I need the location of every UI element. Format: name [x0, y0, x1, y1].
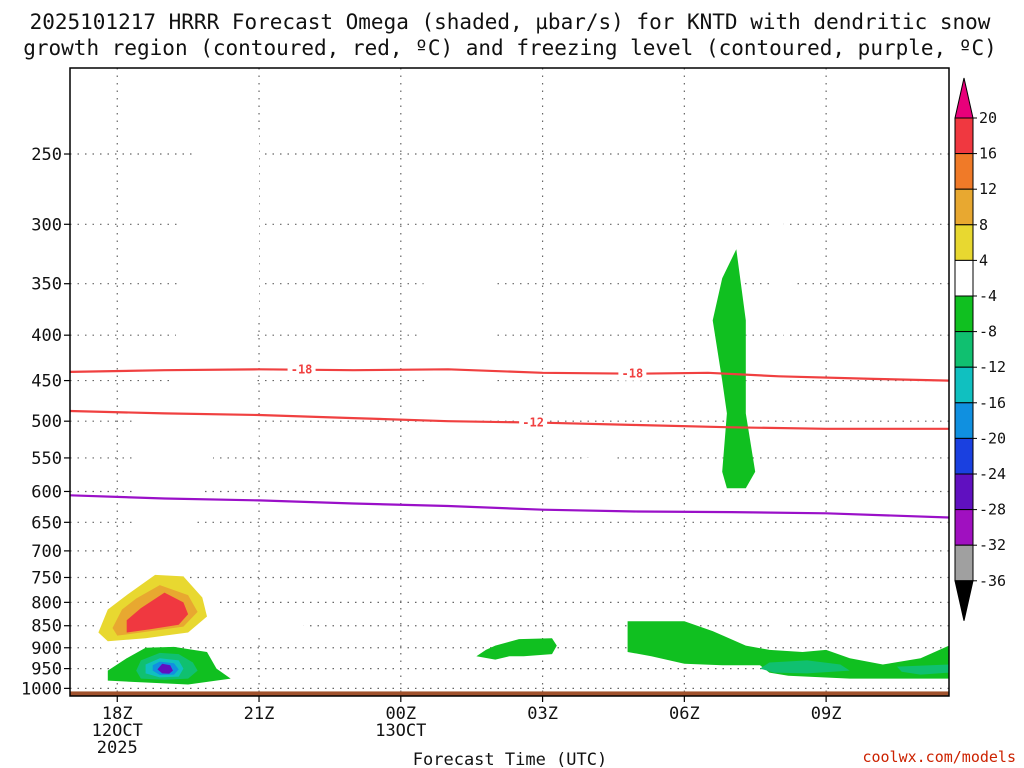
x-tick-label-03Z: 03Z: [527, 704, 558, 724]
x-tick-year-18Z: 2025: [97, 738, 138, 758]
omega-region-darkblue-1800: [157, 663, 173, 674]
colorbar-label--36: -36: [979, 572, 1006, 590]
colorbar-swatch--28: [954, 509, 974, 546]
colorbar-label--8: -8: [979, 323, 997, 341]
terrain-bar: [70, 691, 949, 696]
x-axis-label: Forecast Time (UTC): [413, 750, 607, 768]
y-tick-label-500: 500: [31, 412, 62, 432]
colorbar-label--12: -12: [979, 358, 1006, 376]
colorbar-swatch-12: [954, 188, 974, 226]
colorbar-label--20: -20: [979, 429, 1006, 447]
contour-label-dgz_-18C-0: -18: [291, 363, 313, 377]
colorbar-label--28: -28: [979, 501, 1006, 519]
colorbar-swatch-4: [954, 259, 974, 297]
y-tick-label-450: 450: [31, 372, 62, 392]
y-tick-label-400: 400: [31, 326, 62, 346]
x-tick-label-06Z: 06Z: [669, 704, 700, 724]
credit-text: coolwx.com/models: [862, 748, 1016, 766]
x-tick-date-18Z: 12OCT: [92, 721, 143, 741]
colorbar-swatch--4: [954, 295, 974, 333]
contour-freezing_level_0C: [69, 494, 950, 519]
x-tick-label-00Z: 00Z: [385, 704, 416, 724]
contour-lines: -18 -18 -12: [69, 362, 950, 519]
y-tick-label-350: 350: [31, 275, 62, 295]
y-tick-label-900: 900: [31, 639, 62, 659]
colorbar-swatch--12: [954, 366, 974, 404]
omega-region-yellow-column: [88, 125, 316, 650]
y-tick-label-800: 800: [31, 593, 62, 613]
contour-label-dgz_-12C-0: -12: [522, 416, 544, 430]
omega-region-green-0500-low: [627, 621, 949, 679]
colorbar-label-4: 4: [979, 251, 988, 269]
y-tick-label-600: 600: [31, 482, 62, 502]
colorbar-arrow-top: [954, 77, 974, 119]
chart-title-line2: growth region (contoured, red, ºC) and f…: [23, 36, 997, 60]
colorbar-swatch-20: [954, 117, 974, 155]
colorbar-swatch--8: [954, 331, 974, 368]
colorbar-label--32: -32: [979, 536, 1006, 554]
omega-shading: [88, 125, 949, 685]
contour-label-bg: [618, 366, 647, 381]
contour-dgz_-18C: [69, 368, 950, 382]
colorbar: 20 16 12 8 4 -4 -8 -12 -16 -20 -24 -28 -32 -36: [954, 77, 1006, 621]
colorbar-label--24: -24: [979, 465, 1006, 483]
colorbar-label-20: 20: [979, 109, 997, 127]
plot-area: -18 -18 -12: [69, 67, 950, 697]
y-tick-label-300: 300: [31, 215, 62, 235]
omega-region-green-0200: [476, 638, 557, 660]
colorbar-swatch--32: [954, 544, 974, 582]
contour-label-bg: [287, 362, 316, 377]
omega-region-teal-1100: [897, 664, 949, 675]
colorbar-swatch-16: [954, 153, 974, 190]
omega-region-yellow-0815-low: [769, 607, 789, 632]
y-tick-label-750: 750: [31, 568, 62, 588]
omega-region-yellow-0815: [769, 211, 798, 425]
omega-region-pink-core: [126, 592, 189, 633]
colorbar-label-12: 12: [979, 180, 997, 198]
colorbar-arrow-bottom: [954, 580, 974, 621]
y-tick-label-700: 700: [31, 542, 62, 562]
plot-frame: [69, 67, 950, 697]
x-tick-label-18Z: 18Z: [102, 704, 133, 724]
x-tick-label-21Z: 21Z: [244, 704, 275, 724]
colorbar-label-8: 8: [979, 216, 988, 234]
contour-dgz_-12C: [69, 409, 949, 430]
omega-region-yellow-0400: [570, 452, 614, 489]
chart-title-line1: 2025101217 HRRR Forecast Omega (shaded, …: [30, 10, 991, 34]
x-tick-label-09Z: 09Z: [811, 704, 842, 724]
y-tick-label-650: 650: [31, 513, 62, 533]
y-tick-label-1000: 1000: [21, 679, 62, 699]
colorbar-swatch-8: [954, 224, 974, 261]
colorbar-label-16: 16: [979, 145, 997, 163]
colorbar-swatch--20: [954, 437, 974, 475]
contour-label-bg: [519, 415, 548, 430]
colorbar-label--16: -16: [979, 394, 1006, 412]
colorbar-swatch--24: [954, 473, 974, 511]
y-tick-label-850: 850: [31, 617, 62, 637]
x-tick-date-00Z: 13OCT: [375, 721, 426, 741]
y-tick-label-950: 950: [31, 660, 62, 680]
y-axis: 2503003504004505005506006507007508008509…: [21, 145, 70, 699]
omega-region-teal-0830: [760, 660, 850, 674]
colorbar-label--4: -4: [979, 287, 997, 305]
y-tick-label-550: 550: [31, 449, 62, 469]
contour-label-dgz_-18C-1: -18: [622, 367, 644, 381]
y-tick-label-250: 250: [31, 145, 62, 165]
colorbar-swatch--16: [954, 402, 974, 439]
omega-region-yellow-0130: [419, 234, 496, 440]
